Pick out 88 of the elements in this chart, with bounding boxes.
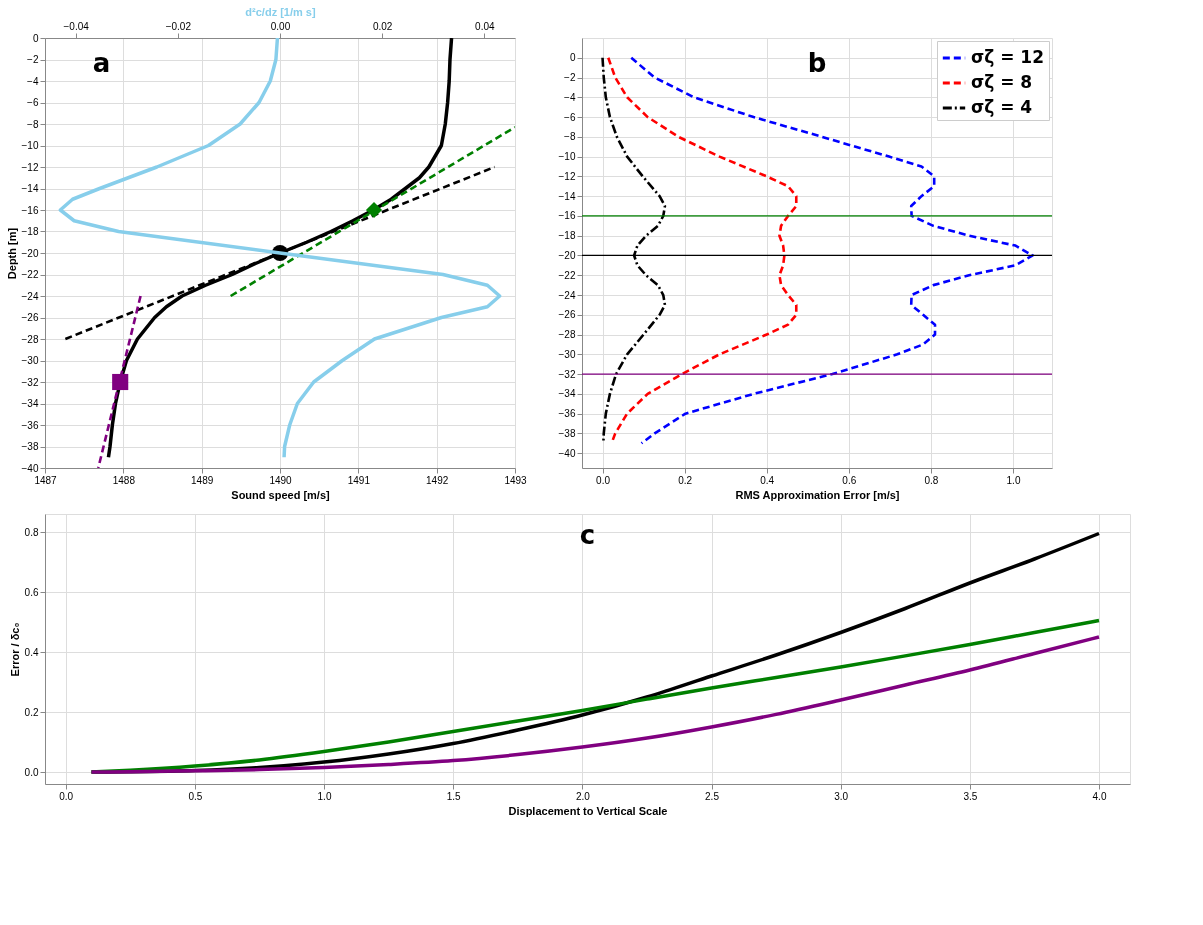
y-tick-label: −38 [558, 427, 576, 439]
y-tick-label: −36 [21, 419, 39, 431]
x2-tick-label: −0.02 [165, 20, 192, 32]
y-tick-label: −28 [21, 333, 39, 345]
y-tick-label: −10 [558, 151, 576, 163]
x-tick-label: 1.0 [1006, 474, 1021, 486]
x-tick-label: 1.5 [446, 790, 462, 802]
x-tick-label: 0.4 [760, 474, 775, 486]
annotation: c [579, 519, 596, 550]
legend-label: σζ = 12 [971, 47, 1045, 67]
y-tick-label: −36 [558, 408, 576, 420]
x-tick-label: 1488 [112, 474, 136, 486]
y-tick-label: −34 [21, 398, 39, 409]
legend-label: σζ = 8 [971, 72, 1033, 92]
y-tick-label: −6 [564, 111, 576, 123]
x-tick-label: 1.0 [317, 790, 332, 802]
x-axis-title: RMS Approximation Error [m/s] [735, 488, 900, 501]
y-tick-label: −24 [21, 290, 39, 302]
x-tick-label: 1490 [269, 474, 293, 486]
y-tick-label: −12 [558, 170, 576, 182]
y-tick-label: −22 [558, 269, 576, 281]
x-tick-label: 0.8 [924, 474, 939, 486]
y-tick-label: 0.0 [24, 766, 39, 778]
y-tick-label: −2 [564, 72, 576, 84]
y-tick-label: −14 [558, 190, 576, 202]
y-tick-label: −18 [21, 226, 39, 237]
y-tick-label: −6 [27, 97, 39, 108]
x-tick-label: 1491 [347, 474, 371, 486]
y-tick-label: −14 [21, 183, 39, 194]
y-tick-label: −26 [558, 309, 576, 321]
y-tick-label: 0 [569, 52, 576, 64]
y-tick-label: −22 [21, 269, 39, 280]
x-tick-label: 1492 [426, 474, 449, 486]
y-tick-label: −26 [21, 312, 39, 323]
y-tick-label: −40 [558, 447, 576, 459]
y-tick-label: 0.8 [24, 526, 39, 538]
x2-tick-label: −0.04 [63, 20, 90, 32]
y-tick-label: −16 [558, 210, 576, 222]
legend-label: σζ = 4 [971, 97, 1033, 117]
x2-tick-label: 0.04 [475, 20, 496, 32]
y-tick-label: −28 [558, 329, 576, 341]
y-tick-label: −10 [21, 140, 39, 151]
x-tick-label: 2.0 [575, 790, 591, 802]
y-tick-label: −20 [558, 249, 576, 261]
x-tick-label: 0.2 [678, 474, 693, 486]
y-tick-label: −8 [27, 118, 39, 130]
y-tick-label: 0.2 [24, 706, 39, 718]
y-tick-label: −40 [21, 462, 39, 474]
y-tick-label: −18 [558, 230, 576, 242]
x-tick-label: 0.0 [59, 790, 74, 802]
y-tick-label: −8 [564, 131, 576, 143]
x-tick-label: 3.0 [834, 790, 849, 802]
point [365, 201, 383, 219]
y-tick-label: −30 [21, 355, 39, 366]
x-tick-label: 1489 [191, 474, 214, 486]
y-tick-label: −12 [21, 161, 39, 173]
y-axis-title: Depth [m] [5, 227, 18, 280]
y-axis-title: Error / δc₀ [8, 622, 21, 677]
x-axis-title: Sound speed [m/s] [231, 488, 331, 501]
x-tick-label: 2.5 [705, 790, 720, 802]
y-tick-label: −16 [21, 204, 39, 216]
x-tick-label: 4.0 [1092, 790, 1107, 802]
y-tick-label: −34 [558, 388, 576, 400]
x-tick-label: 0.0 [596, 474, 611, 486]
y-tick-label: −4 [564, 91, 576, 103]
y-tick-label: 0.4 [24, 646, 39, 658]
x-tick-label: 0.5 [188, 790, 203, 802]
y-tick-label: 0 [32, 32, 39, 44]
x2-tick-label: 0.00 [270, 20, 291, 32]
x-tick-label: 1493 [504, 474, 528, 486]
y-tick-label: −24 [558, 289, 576, 301]
x-axis-title: Displacement to Vertical Scale [508, 804, 668, 817]
x-tick-label: 1487 [34, 474, 58, 486]
y-tick-label: −2 [27, 54, 39, 65]
y-tick-label: −32 [558, 368, 576, 380]
y-tick-label: 0.6 [24, 586, 39, 598]
y-tick-label: −4 [27, 75, 39, 87]
y-tick-label: −20 [21, 247, 39, 259]
x2-tick-label: 0.02 [372, 20, 393, 32]
point [112, 373, 129, 391]
annotation: a [92, 47, 111, 78]
y-tick-label: −38 [21, 441, 39, 452]
annotation: b [807, 47, 827, 78]
y-tick-label: −32 [21, 376, 39, 388]
x-tick-label: 3.5 [963, 790, 978, 802]
x2-axis-title: d²c/dz [1/m s] [245, 5, 316, 18]
y-tick-label: −30 [558, 348, 576, 360]
x-tick-label: 0.6 [842, 474, 857, 486]
